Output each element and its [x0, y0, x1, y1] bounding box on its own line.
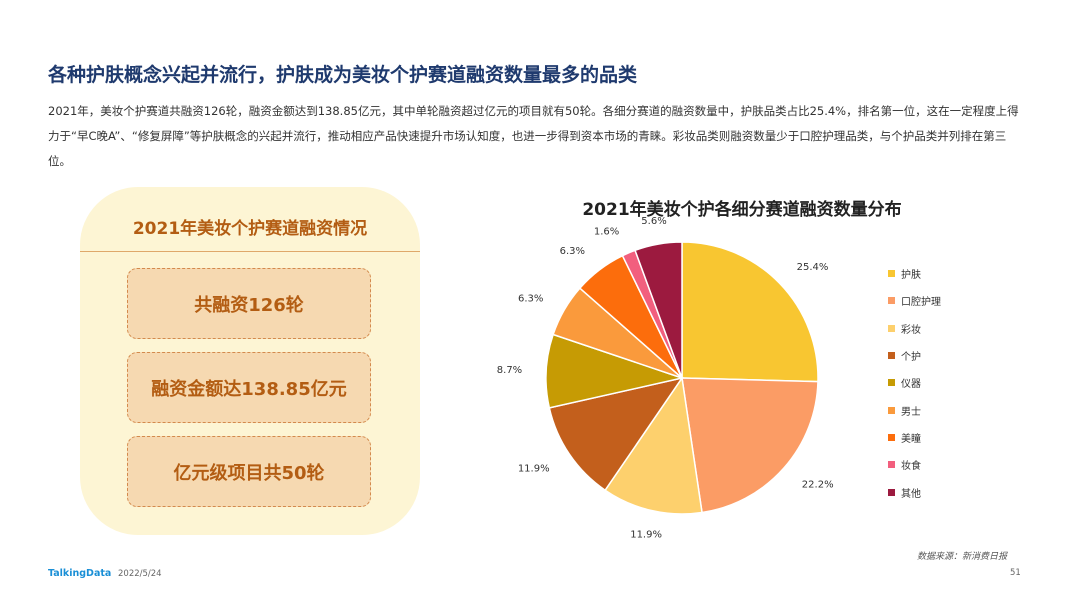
- legend-swatch: [888, 488, 895, 496]
- legend-label: 男士: [901, 406, 921, 418]
- brand-logo: TalkingData: [48, 568, 112, 579]
- legend-label: 美瞳: [901, 433, 921, 445]
- legend-swatch: [888, 461, 895, 469]
- chart-legend: 护肤口腔护理彩妆个护仪器男士美瞳妆食其他: [888, 260, 941, 506]
- legend-item: 其他: [888, 478, 941, 505]
- legend-swatch: [888, 297, 895, 305]
- legend-item: 个护: [888, 342, 941, 369]
- legend-item: 彩妆: [888, 315, 941, 342]
- pie-slice-彩妆: [604, 376, 703, 515]
- pie-slice-口腔护理: [681, 377, 819, 514]
- legend-swatch: [888, 379, 895, 387]
- pie-data-label: 6.3%: [560, 246, 585, 257]
- legend-label: 个护: [901, 352, 921, 364]
- pie-data-label: 22.2%: [802, 480, 834, 491]
- page-description: 2021年，美妆个护赛道共融资126轮，融资金额达到138.85亿元，其中单轮融…: [48, 104, 1019, 168]
- report-date: 2022/5/24: [118, 569, 162, 579]
- legend-label: 妆食: [901, 461, 921, 473]
- legend-item: 口腔护理: [888, 287, 941, 314]
- legend-label: 仪器: [901, 379, 921, 391]
- legend-item: 妆食: [888, 451, 941, 478]
- legend-label: 其他: [901, 488, 921, 500]
- chart-title: 2021年美妆个护各细分赛道融资数量分布: [582, 200, 902, 220]
- summary-card: 2021年美妆个护赛道融资情况 共融资126轮 融资金额达138.85亿元 亿元…: [80, 187, 420, 535]
- page-title: 各种护肤概念兴起并流行，护肤成为美妆个护赛道融资数量最多的品类: [48, 64, 638, 86]
- pie-slice-护肤: [681, 241, 819, 383]
- summary-item-amount: 融资金额达138.85亿元: [127, 352, 371, 423]
- summary-item-rounds: 共融资126轮: [127, 268, 371, 339]
- pie-data-label: 5.6%: [641, 216, 666, 227]
- pie-slice-其他: [634, 241, 683, 379]
- legend-label: 护肤: [901, 270, 921, 282]
- pie-data-label: 25.4%: [797, 262, 829, 273]
- pie-slice-个护: [548, 376, 684, 492]
- legend-swatch: [888, 270, 895, 278]
- legend-swatch: [888, 352, 895, 360]
- data-source: 数据来源：新消费日报: [917, 552, 1008, 562]
- legend-swatch: [888, 324, 895, 332]
- pie-data-label: 1.6%: [594, 226, 619, 237]
- page-number: 51: [1010, 568, 1021, 578]
- legend-swatch: [888, 433, 895, 441]
- legend-item: 男士: [888, 396, 941, 423]
- summary-item-large-projects: 亿元级项目共50轮: [127, 436, 371, 507]
- pie-data-label: 11.9%: [630, 529, 662, 540]
- pie-data-label: 8.7%: [497, 365, 522, 376]
- pie-data-label: 11.9%: [518, 463, 550, 474]
- summary-card-title: 2021年美妆个护赛道融资情况: [132, 219, 368, 239]
- legend-item: 仪器: [888, 369, 941, 396]
- summary-card-divider: [80, 251, 420, 252]
- legend-label: 口腔护理: [901, 297, 941, 309]
- pie-data-label: 6.3%: [518, 294, 543, 305]
- legend-label: 彩妆: [901, 324, 921, 336]
- legend-swatch: [888, 406, 895, 414]
- legend-item: 美瞳: [888, 424, 941, 451]
- legend-item: 护肤: [888, 260, 941, 287]
